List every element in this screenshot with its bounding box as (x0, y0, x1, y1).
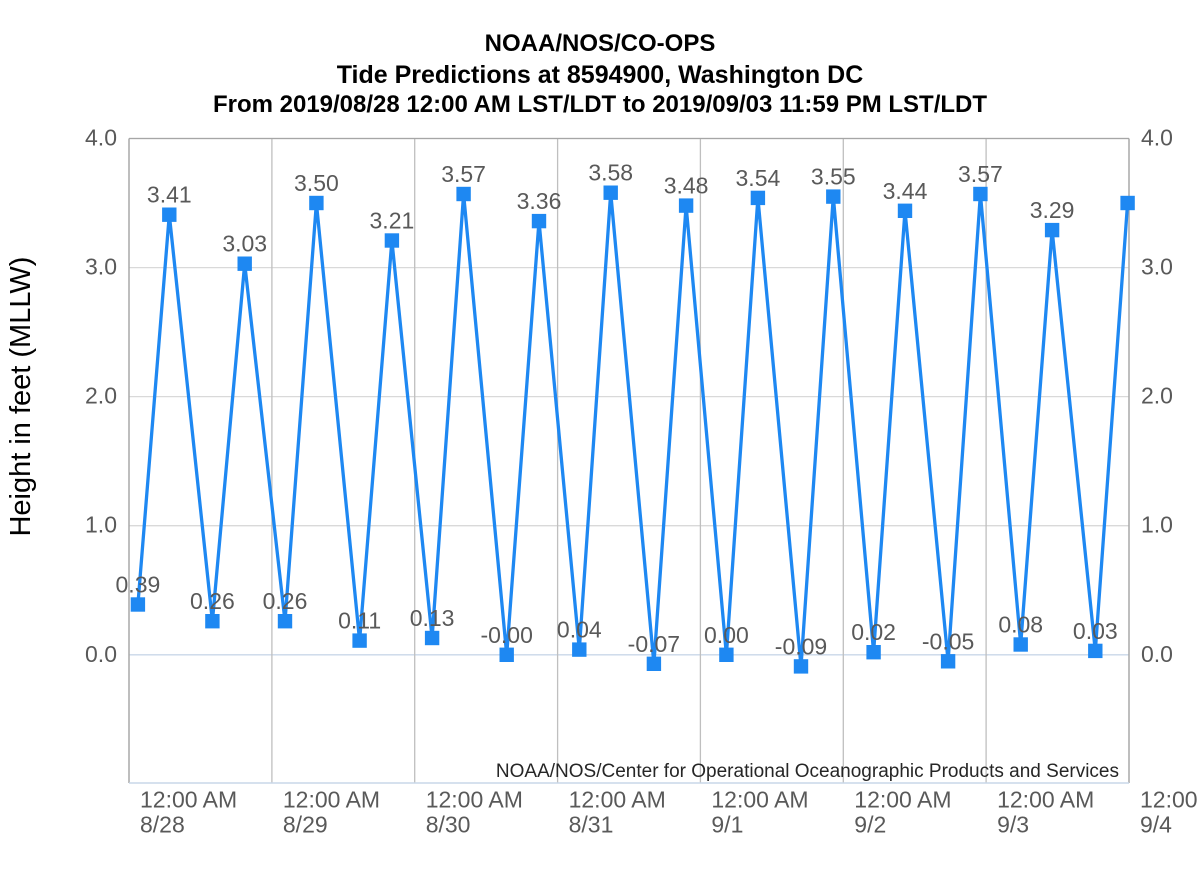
svg-text:3.29: 3.29 (1030, 197, 1075, 223)
svg-text:3.58: 3.58 (588, 160, 633, 186)
svg-text:3.54: 3.54 (736, 165, 781, 191)
svg-text:9/1: 9/1 (711, 812, 743, 838)
svg-text:3.0: 3.0 (85, 254, 117, 280)
svg-text:From 2019/08/28 12:00 AM LST/L: From 2019/08/28 12:00 AM LST/LDT to 2019… (213, 91, 987, 118)
svg-text:3.41: 3.41 (147, 182, 192, 208)
svg-text:Tide Predictions at 8594900, W: Tide Predictions at 8594900, Washington … (337, 61, 864, 89)
svg-text:0.0: 0.0 (1141, 641, 1173, 667)
svg-text:3.21: 3.21 (370, 208, 415, 234)
svg-text:9/3: 9/3 (997, 812, 1029, 838)
svg-text:12:00 AM: 12:00 AM (1140, 787, 1200, 813)
svg-text:3.36: 3.36 (517, 188, 562, 214)
svg-text:0.00: 0.00 (704, 622, 749, 648)
svg-text:4.0: 4.0 (85, 125, 117, 151)
svg-text:-0.07: -0.07 (628, 631, 680, 657)
svg-text:-0.09: -0.09 (775, 633, 827, 659)
svg-text:3.57: 3.57 (441, 161, 486, 187)
svg-text:0.02: 0.02 (851, 619, 896, 645)
svg-text:3.48: 3.48 (664, 173, 709, 199)
svg-text:NOAA/NOS/Center for Operationa: NOAA/NOS/Center for Operational Oceanogr… (496, 761, 1119, 782)
svg-text:12:00 AM: 12:00 AM (711, 787, 808, 813)
svg-text:0.26: 0.26 (190, 588, 235, 614)
svg-text:3.03: 3.03 (222, 231, 267, 257)
svg-text:12:00 AM: 12:00 AM (854, 787, 951, 813)
svg-text:1.0: 1.0 (1141, 512, 1173, 538)
svg-text:1.0: 1.0 (85, 512, 117, 538)
svg-text:9/2: 9/2 (854, 812, 886, 838)
svg-text:8/31: 8/31 (569, 812, 614, 838)
svg-text:NOAA/NOS/CO-OPS: NOAA/NOS/CO-OPS (485, 30, 716, 57)
svg-text:2.0: 2.0 (85, 383, 117, 409)
svg-text:3.57: 3.57 (958, 161, 1003, 187)
svg-text:3.44: 3.44 (883, 178, 928, 204)
svg-text:3.55: 3.55 (811, 164, 856, 190)
svg-text:9/4: 9/4 (1140, 812, 1172, 838)
svg-text:12:00 AM: 12:00 AM (569, 787, 666, 813)
svg-text:12:00 AM: 12:00 AM (283, 787, 380, 813)
svg-text:2.0: 2.0 (1141, 383, 1173, 409)
svg-text:-0.05: -0.05 (922, 628, 974, 654)
svg-text:12:00 AM: 12:00 AM (426, 787, 523, 813)
svg-text:3.50: 3.50 (294, 170, 339, 196)
svg-text:12:00 AM: 12:00 AM (997, 787, 1094, 813)
svg-text:8/28: 8/28 (140, 812, 185, 838)
svg-text:0.0: 0.0 (85, 641, 117, 667)
svg-text:0.13: 0.13 (410, 605, 455, 631)
svg-text:0.04: 0.04 (557, 617, 602, 643)
svg-text:0.39: 0.39 (116, 572, 161, 598)
svg-text:-0.00: -0.00 (480, 622, 532, 648)
svg-text:8/29: 8/29 (283, 812, 328, 838)
svg-text:12:00 AM: 12:00 AM (140, 787, 237, 813)
svg-text:0.08: 0.08 (998, 612, 1043, 638)
svg-text:8/30: 8/30 (426, 812, 471, 838)
svg-text:Height in feet (MLLW): Height in feet (MLLW) (5, 257, 37, 537)
svg-text:0.03: 0.03 (1073, 618, 1118, 644)
svg-text:4.0: 4.0 (1141, 125, 1173, 151)
svg-text:0.11: 0.11 (338, 608, 381, 634)
svg-text:0.26: 0.26 (263, 588, 308, 614)
svg-text:3.0: 3.0 (1141, 254, 1173, 280)
